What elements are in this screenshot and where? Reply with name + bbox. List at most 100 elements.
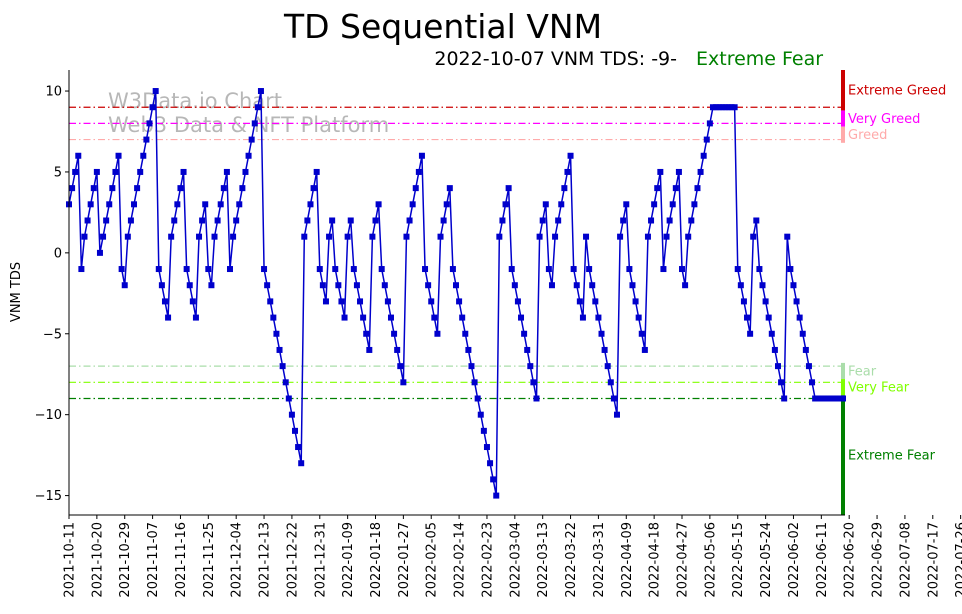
data-point [682, 282, 689, 289]
data-point [75, 152, 82, 159]
x-tick-label: 2022-02-23 [480, 522, 495, 598]
data-point [211, 233, 218, 240]
data-point [530, 379, 537, 386]
x-tick-label: 2022-03-22 [564, 522, 579, 598]
data-point [781, 395, 788, 402]
data-point [548, 282, 555, 289]
data-point [747, 330, 754, 337]
data-point [583, 233, 590, 240]
data-point [787, 266, 794, 273]
data-point [149, 104, 156, 111]
data-point [514, 298, 521, 305]
y-tick-label: −5 [43, 327, 62, 342]
data-point [428, 298, 435, 305]
data-point [744, 314, 751, 321]
data-point [118, 266, 125, 273]
data-point [524, 346, 531, 353]
data-point [214, 217, 221, 224]
data-point [542, 201, 549, 208]
watermark-line-1: W3Data.io Chart [108, 89, 282, 113]
data-point [576, 298, 583, 305]
data-point [257, 88, 264, 95]
data-point [774, 363, 781, 370]
data-point [394, 346, 401, 353]
data-point [691, 201, 698, 208]
level-band-extreme-fear [841, 395, 845, 515]
data-point [818, 395, 825, 402]
data-point [573, 282, 580, 289]
data-point [270, 314, 277, 321]
data-point [121, 282, 128, 289]
data-point [793, 298, 800, 305]
level-band-very-fear [841, 379, 845, 396]
data-point [477, 411, 484, 418]
data-point [100, 233, 107, 240]
y-tick-label: 5 [54, 165, 62, 180]
data-point [124, 233, 131, 240]
level-band-very-greed [841, 110, 845, 127]
data-point [72, 168, 79, 175]
data-point [233, 217, 240, 224]
data-point [437, 233, 444, 240]
data-point [709, 104, 716, 111]
data-point [493, 492, 500, 499]
data-point [812, 395, 819, 402]
data-point [533, 395, 540, 402]
data-point [288, 411, 295, 418]
data-point [127, 217, 134, 224]
data-point [143, 136, 150, 143]
data-point [251, 120, 258, 127]
x-tick-label: 2021-10-20 [90, 522, 105, 598]
data-point [471, 379, 478, 386]
data-point [69, 185, 76, 192]
data-point [196, 233, 203, 240]
data-point [171, 217, 178, 224]
data-point [632, 298, 639, 305]
data-point [833, 395, 840, 402]
data-point [285, 395, 292, 402]
data-point [230, 233, 237, 240]
data-point [638, 330, 645, 337]
x-tick-label: 2021-12-31 [313, 522, 328, 598]
data-point [186, 282, 193, 289]
x-tick-label: 2022-07-26 [954, 522, 962, 598]
data-point [561, 185, 568, 192]
data-point [555, 217, 562, 224]
data-point [449, 266, 456, 273]
x-tick-label: 2022-06-02 [787, 522, 802, 598]
x-tick-label: 2022-03-13 [536, 522, 551, 598]
data-point [239, 185, 246, 192]
data-point [617, 233, 624, 240]
data-point [264, 282, 271, 289]
level-label-very-fear: Very Fear [848, 381, 910, 396]
data-point [298, 460, 305, 467]
x-tick-label: 2021-11-07 [146, 522, 161, 598]
data-point [310, 185, 317, 192]
data-point [199, 217, 206, 224]
data-point [697, 168, 704, 175]
data-point [313, 168, 320, 175]
data-point [242, 168, 249, 175]
x-tick-label: 2022-05-24 [759, 522, 774, 598]
data-point [654, 185, 661, 192]
data-point [400, 379, 407, 386]
data-point [406, 217, 413, 224]
data-point [518, 314, 525, 321]
data-point [87, 201, 94, 208]
data-point [332, 266, 339, 273]
data-point [657, 168, 664, 175]
data-point [672, 185, 679, 192]
y-tick-label: −10 [35, 408, 62, 423]
data-point [81, 233, 88, 240]
data-point [648, 217, 655, 224]
data-point [716, 104, 723, 111]
data-point [713, 104, 720, 111]
data-point [613, 411, 620, 418]
x-tick-label: 2022-02-05 [425, 522, 440, 598]
data-point [601, 346, 608, 353]
data-point [202, 201, 209, 208]
data-point [316, 266, 323, 273]
data-point [675, 168, 682, 175]
y-tick-label: 10 [45, 85, 62, 100]
data-point [434, 330, 441, 337]
